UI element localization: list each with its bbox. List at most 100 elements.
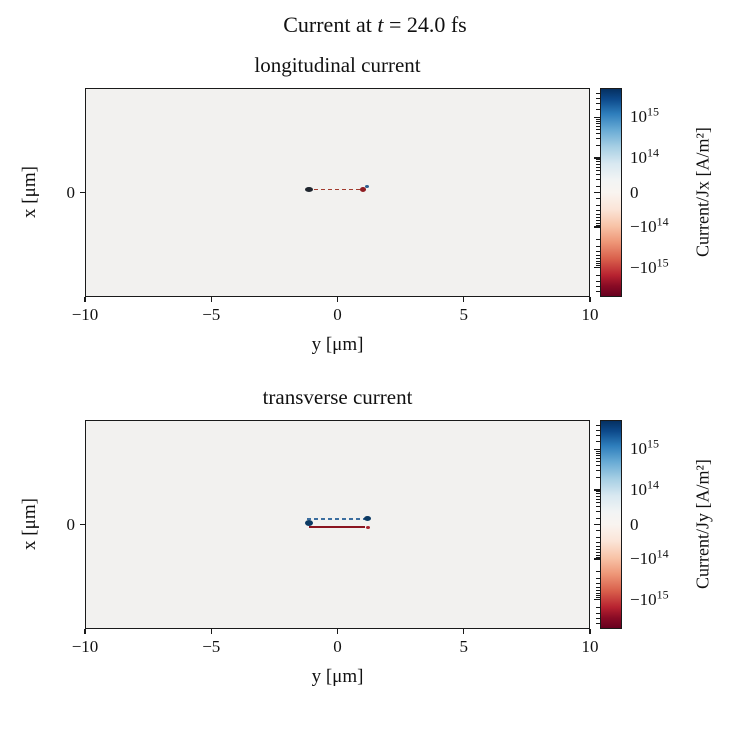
colorbar-minor-tick-mark xyxy=(596,178,600,180)
colorbar-minor-tick-mark xyxy=(596,286,600,288)
colorbar-minor-tick-mark xyxy=(596,461,600,463)
colorbar-minor-tick-mark xyxy=(596,205,600,207)
x-axis-ticks: −10 −5 0 5 10 xyxy=(72,297,599,337)
y-axis-ticks: 0 xyxy=(0,88,85,297)
plot-area xyxy=(85,420,590,629)
colorbar-minor-tick-mark xyxy=(596,586,600,588)
x-axis-ticks: −10 −5 0 5 10 xyxy=(72,629,599,669)
x-tick-label: 5 xyxy=(459,305,469,324)
colorbar-minor-tick-mark xyxy=(596,452,600,454)
colorbar-minor-tick-mark xyxy=(596,129,600,131)
x-tick-label: 10 xyxy=(581,305,599,324)
heatmap-feature xyxy=(304,187,313,193)
colorbar-tick-mark xyxy=(594,523,600,526)
colorbar-minor-tick-mark xyxy=(596,570,600,572)
colorbar-minor-tick-mark xyxy=(596,429,600,431)
colorbar-tick-mark xyxy=(594,489,600,491)
colorbar-minor-tick-mark xyxy=(596,441,600,443)
colorbar-minor-tick-mark xyxy=(596,133,600,135)
heatmap-feature xyxy=(365,185,370,189)
colorbar-minor-tick-mark xyxy=(596,118,600,120)
y-tick-mark xyxy=(80,191,85,194)
colorbar-minor-tick-mark xyxy=(596,185,600,187)
figure-title-prefix: Current at xyxy=(283,12,378,37)
x-tick-label: −5 xyxy=(202,305,221,324)
x-tick-mark xyxy=(84,297,86,302)
colorbar-tick-label: 1014 xyxy=(630,477,659,499)
x-tick-label: 5 xyxy=(459,637,469,656)
x-tick-label: 0 xyxy=(333,637,342,656)
colorbar-minor-tick-mark xyxy=(596,530,600,532)
x-tick-mark xyxy=(463,629,465,634)
x-tick-mark xyxy=(463,297,465,302)
colorbar-minor-tick-mark xyxy=(596,455,600,457)
colorbar-minor-tick-mark xyxy=(596,556,600,558)
x-tick-mark xyxy=(589,297,591,302)
colorbar-minor-tick-mark xyxy=(596,510,600,512)
colorbar-tick-label: 0 xyxy=(630,514,639,534)
colorbar-minor-tick-mark xyxy=(596,161,600,163)
colorbar-tick-label: −1015 xyxy=(630,255,669,277)
colorbar xyxy=(600,88,622,297)
colorbar-minor-tick-mark xyxy=(596,582,600,584)
x-tick-mark xyxy=(84,629,86,634)
colorbar-label: Current/Jy [A/m²] xyxy=(692,459,713,589)
x-tick-mark xyxy=(210,629,212,634)
colorbar-tick-mark xyxy=(594,226,600,228)
colorbar-minor-tick-mark xyxy=(596,92,600,94)
x-tick-label: 0 xyxy=(333,305,342,324)
colorbar-minor-tick-mark xyxy=(596,597,600,599)
colorbar-tick-label: 1014 xyxy=(630,145,659,167)
colorbar-minor-tick-mark xyxy=(596,498,600,500)
x-axis-label: y [μm] xyxy=(311,334,364,355)
x-tick-label: −10 xyxy=(71,305,99,324)
y-axis-ticks: 0 xyxy=(0,420,85,629)
heatmap-feature xyxy=(308,525,366,529)
x-tick-mark xyxy=(210,297,212,302)
colorbar-minor-tick-mark xyxy=(596,198,600,200)
colorbar-tick-mark xyxy=(594,267,600,269)
colorbar-tick-mark xyxy=(594,448,600,450)
figure-title: Current at t = 24.0 fs xyxy=(0,12,750,38)
colorbar-minor-tick-mark xyxy=(596,595,600,597)
colorbar-minor-tick-mark xyxy=(596,274,600,276)
colorbar-minor-tick-mark xyxy=(596,501,600,503)
colorbar-minor-tick-mark xyxy=(596,145,600,147)
x-tick-mark xyxy=(336,297,339,302)
colorbar-minor-tick-mark xyxy=(596,103,600,105)
colorbar-minor-tick-mark xyxy=(596,254,600,256)
colorbar-minor-tick-mark xyxy=(596,222,600,224)
colorbar-minor-tick-mark xyxy=(596,554,600,556)
colorbar-minor-tick-mark xyxy=(596,537,600,539)
colorbar-minor-tick-mark xyxy=(596,258,600,260)
colorbar-minor-tick-mark xyxy=(596,260,600,262)
colorbar xyxy=(600,420,622,629)
colorbar-tick-label: −1014 xyxy=(630,546,669,568)
colorbar-tick-mark xyxy=(594,599,600,601)
colorbar-minor-tick-mark xyxy=(596,435,600,437)
colorbar-minor-tick-mark xyxy=(596,470,600,472)
colorbar-minor-tick-mark xyxy=(596,457,600,459)
heatmap-feature xyxy=(360,186,367,192)
x-tick-label: −5 xyxy=(202,637,221,656)
y-axis-label: x [μm] xyxy=(19,166,40,218)
x-tick-mark xyxy=(589,629,591,634)
colorbar-minor-tick-mark xyxy=(596,163,600,165)
colorbar-minor-tick-mark xyxy=(596,424,600,426)
colorbar-minor-tick-mark xyxy=(596,623,600,625)
colorbar-minor-tick-mark xyxy=(596,123,600,125)
y-tick-mark xyxy=(80,523,85,526)
y-tick-label: 0 xyxy=(66,182,76,202)
colorbar-minor-tick-mark xyxy=(596,493,600,495)
colorbar-tick-mark xyxy=(594,157,600,159)
plot-area xyxy=(85,88,590,297)
colorbar-minor-tick-mark xyxy=(596,217,600,219)
colorbar-minor-tick-mark xyxy=(596,265,600,267)
heatmap-feature xyxy=(363,516,371,522)
colorbar-minor-tick-mark xyxy=(596,495,600,497)
colorbar-tick-mark xyxy=(594,558,600,560)
colorbar-minor-tick-mark xyxy=(596,477,600,479)
colorbar-minor-tick-mark xyxy=(596,549,600,551)
colorbar-minor-tick-mark xyxy=(596,517,600,519)
